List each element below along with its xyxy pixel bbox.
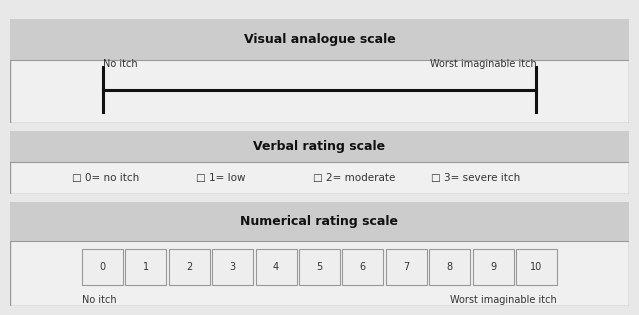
FancyBboxPatch shape <box>10 19 629 60</box>
FancyBboxPatch shape <box>299 249 340 284</box>
Text: □ 3= severe itch: □ 3= severe itch <box>431 173 520 183</box>
FancyBboxPatch shape <box>473 249 514 284</box>
Text: Worst imaginable itch: Worst imaginable itch <box>450 295 557 305</box>
Text: □ 1= low: □ 1= low <box>196 173 245 183</box>
Text: 5: 5 <box>316 262 323 272</box>
FancyBboxPatch shape <box>343 249 383 284</box>
FancyBboxPatch shape <box>10 131 629 194</box>
FancyBboxPatch shape <box>82 249 123 284</box>
Text: 4: 4 <box>273 262 279 272</box>
Text: No itch: No itch <box>82 295 117 305</box>
Text: 9: 9 <box>490 262 496 272</box>
Text: No itch: No itch <box>102 59 137 69</box>
FancyBboxPatch shape <box>386 249 427 284</box>
Text: Worst imaginable itch: Worst imaginable itch <box>429 59 536 69</box>
FancyBboxPatch shape <box>516 249 557 284</box>
Text: 7: 7 <box>403 262 410 272</box>
Text: Numerical rating scale: Numerical rating scale <box>240 215 399 228</box>
FancyBboxPatch shape <box>125 249 166 284</box>
Text: Visual analogue scale: Visual analogue scale <box>243 33 396 46</box>
FancyBboxPatch shape <box>10 202 629 306</box>
FancyBboxPatch shape <box>212 249 253 284</box>
Text: 8: 8 <box>447 262 452 272</box>
Text: Verbal rating scale: Verbal rating scale <box>254 140 385 153</box>
FancyBboxPatch shape <box>10 202 629 241</box>
FancyBboxPatch shape <box>256 249 296 284</box>
FancyBboxPatch shape <box>10 19 629 123</box>
Text: 2: 2 <box>186 262 192 272</box>
Text: □ 0= no itch: □ 0= no itch <box>72 173 139 183</box>
FancyBboxPatch shape <box>10 131 629 162</box>
FancyBboxPatch shape <box>429 249 470 284</box>
Text: 0: 0 <box>100 262 105 272</box>
Text: □ 2= moderate: □ 2= moderate <box>313 173 396 183</box>
Text: 10: 10 <box>530 262 543 272</box>
Text: 6: 6 <box>360 262 366 272</box>
FancyBboxPatch shape <box>169 249 210 284</box>
Text: 1: 1 <box>143 262 149 272</box>
Text: 3: 3 <box>229 262 236 272</box>
